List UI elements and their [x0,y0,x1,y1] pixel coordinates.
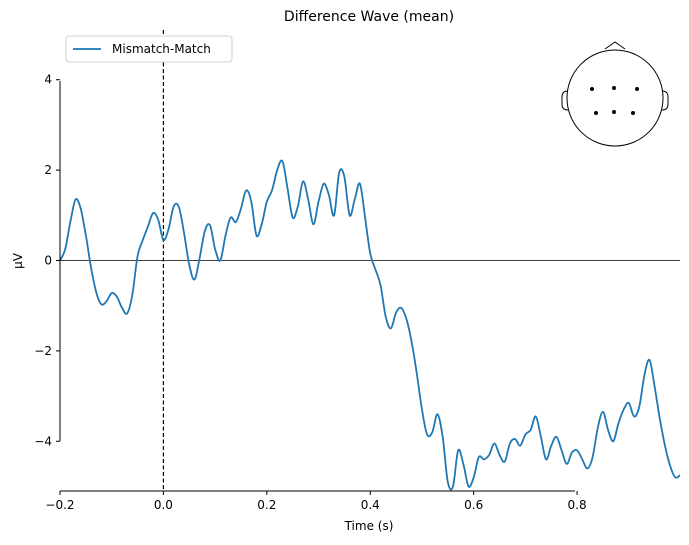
y-tick-label: −4 [34,434,52,448]
x-tick-label: −0.2 [45,498,74,512]
y-ticks: −4 −2 0 2 4 [34,73,60,448]
x-axis-label: Time (s) [344,519,394,533]
series-line-mismatch-match [59,159,681,491]
head-left-ear [561,90,569,111]
x-axis: −0.2 0.0 0.2 0.4 0.6 0.8 Time (s) [45,490,587,533]
sensor-dot [631,111,635,115]
sensor-dot [590,87,594,91]
legend-label: Mismatch-Match [112,42,211,56]
plot-area [59,30,681,491]
sensor-dot [612,110,616,114]
head-right-ear [661,90,669,111]
y-tick-label: 0 [44,254,52,268]
sensor-dot [594,111,598,115]
y-tick-label: 2 [44,163,52,177]
y-axis: −4 −2 0 2 4 µV [11,73,61,448]
x-tick-label: 0.0 [154,498,173,512]
y-axis-label: µV [11,252,25,269]
y-tick-label: −2 [34,344,52,358]
x-ticks: −0.2 0.0 0.2 0.4 0.6 0.8 [45,491,587,512]
x-tick-label: 0.6 [464,498,483,512]
y-tick-label: 4 [44,73,52,87]
legend: Mismatch-Match [65,35,233,63]
legend-box [65,35,233,63]
x-tick-label: 0.2 [257,498,276,512]
sensor-dot [612,86,616,90]
chart-title: Difference Wave (mean) [284,9,454,25]
head-nose [604,41,626,50]
x-tick-label: 0.8 [568,498,587,512]
x-tick-label: 0.4 [361,498,380,512]
sensor-dot [635,87,639,91]
sensor-head-inset [561,41,669,147]
head-outline [566,49,664,147]
